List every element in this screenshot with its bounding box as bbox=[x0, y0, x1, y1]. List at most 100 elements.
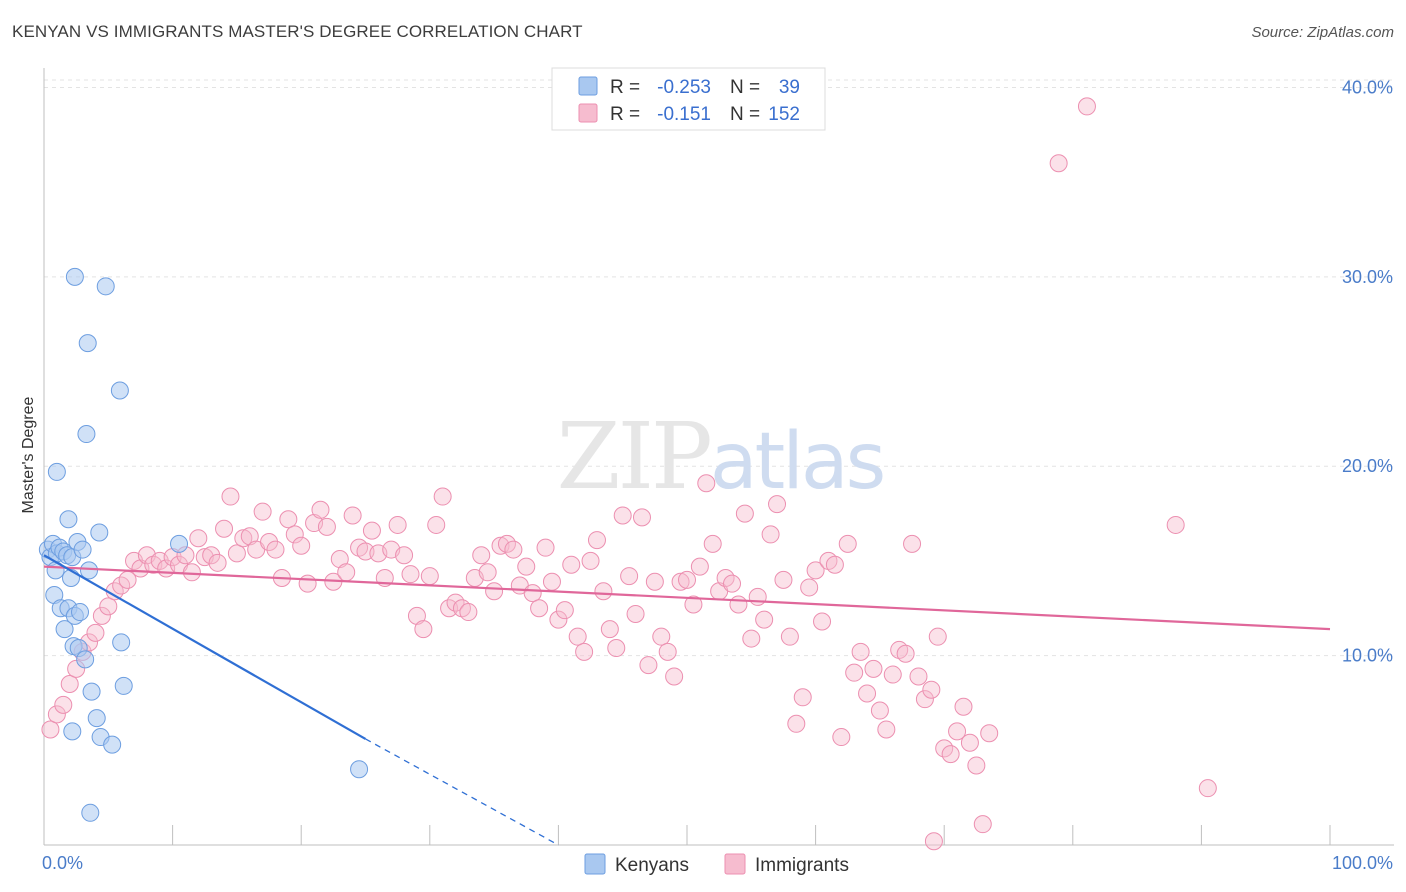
legend-r-label-immigrants: R = bbox=[610, 104, 640, 125]
immigrants-point-65 bbox=[459, 603, 478, 622]
kenyans-point-36 bbox=[65, 267, 84, 286]
immigrants-point-40 bbox=[298, 574, 317, 593]
immigrants-point-109 bbox=[742, 629, 761, 648]
immigrants-point-67 bbox=[472, 546, 491, 565]
immigrants-point-99 bbox=[678, 570, 696, 589]
kenyans-point-25 bbox=[82, 682, 101, 701]
immigrants-point-129 bbox=[870, 701, 889, 720]
immigrants-point-77 bbox=[536, 538, 555, 557]
y-tick-label-1: 20.0% bbox=[1342, 456, 1393, 476]
immigrants-point-86 bbox=[594, 582, 613, 601]
kenyans-point-35 bbox=[78, 334, 97, 353]
immigrants-point-125 bbox=[845, 663, 864, 682]
immigrants-point-78 bbox=[542, 572, 561, 591]
immigrants-point-43 bbox=[317, 517, 336, 536]
immigrants-point-81 bbox=[562, 555, 581, 574]
immigrants-point-22 bbox=[182, 563, 201, 582]
immigrants-point-143 bbox=[960, 733, 979, 752]
immigrants-point-46 bbox=[337, 563, 356, 582]
bottom-legend-swatch-kenyans[interactable] bbox=[584, 853, 606, 875]
immigrants-point-150 bbox=[1198, 779, 1217, 798]
watermark-zip: ZIP bbox=[557, 403, 710, 510]
immigrants-point-100 bbox=[684, 595, 703, 614]
kenyans-point-33 bbox=[77, 425, 96, 444]
y-tick-label-0: 10.0% bbox=[1342, 646, 1393, 666]
legend-swatch-kenyans bbox=[578, 76, 598, 96]
immigrants-point-97 bbox=[665, 667, 684, 686]
kenyans-point-32 bbox=[47, 462, 66, 481]
immigrants-point-50 bbox=[362, 521, 381, 540]
immigrants-point-131 bbox=[883, 665, 902, 684]
immigrants-point-103 bbox=[703, 534, 722, 553]
immigrants-point-128 bbox=[864, 659, 883, 678]
immigrants-point-31 bbox=[240, 527, 259, 546]
kenyans-point-12 bbox=[80, 561, 99, 580]
immigrants-point-92 bbox=[632, 508, 651, 527]
immigrants-point-140 bbox=[941, 745, 960, 764]
immigrants-point-29 bbox=[227, 544, 246, 563]
kenyans-point-27 bbox=[63, 722, 82, 741]
immigrants-point-87 bbox=[600, 620, 619, 639]
y-tick-label-3: 40.0% bbox=[1342, 77, 1393, 97]
immigrants-point-3 bbox=[60, 675, 79, 694]
immigrants-point-93 bbox=[639, 656, 658, 675]
immigrants-point-34 bbox=[260, 532, 279, 551]
kenyans-point-21 bbox=[71, 603, 90, 622]
bottom-legend: Kenyans Immigrants bbox=[584, 853, 849, 876]
immigrants-point-84 bbox=[581, 551, 600, 570]
immigrants-point-7 bbox=[86, 623, 105, 642]
immigrants-point-120 bbox=[813, 612, 832, 631]
immigrants-point-0 bbox=[41, 720, 60, 739]
bottom-legend-swatch-immigrants[interactable] bbox=[724, 853, 746, 875]
immigrants-point-23 bbox=[189, 529, 208, 548]
kenyans-point-14 bbox=[170, 534, 189, 553]
immigrants-point-55 bbox=[395, 546, 414, 565]
immigrants-point-101 bbox=[690, 557, 709, 576]
kenyans-point-26 bbox=[87, 709, 106, 728]
legend-r-value-kenyans: -0.253 bbox=[657, 77, 711, 98]
kenyans-point-17 bbox=[55, 620, 74, 639]
immigrants-point-144 bbox=[967, 756, 986, 775]
immigrants-point-142 bbox=[954, 697, 973, 716]
trend-lines bbox=[43, 554, 1331, 846]
immigrants-point-136 bbox=[915, 690, 934, 709]
immigrants-point-88 bbox=[607, 639, 626, 658]
immigrants-point-122 bbox=[825, 555, 844, 574]
immigrants-point-45 bbox=[330, 550, 349, 569]
immigrants-point-72 bbox=[504, 540, 523, 559]
legend-box: R = -0.253 N = 39 R = -0.151 N = 152 bbox=[551, 67, 826, 131]
immigrants-point-83 bbox=[575, 642, 594, 661]
kenyans-point-13 bbox=[90, 523, 109, 542]
legend-n-value-immigrants: 152 bbox=[768, 104, 800, 125]
immigrants-point-111 bbox=[755, 610, 774, 629]
immigrants-point-69 bbox=[485, 582, 504, 601]
immigrants-point-35 bbox=[266, 540, 285, 559]
kenyans-point-39 bbox=[350, 760, 369, 779]
watermark: ZIPatlas bbox=[557, 403, 884, 510]
immigrants-point-54 bbox=[388, 515, 407, 534]
axes bbox=[43, 68, 1394, 846]
immigrants-point-119 bbox=[806, 561, 825, 580]
immigrants-point-26 bbox=[208, 553, 227, 572]
immigrants-point-8 bbox=[92, 606, 111, 625]
kenyans-trend-extension bbox=[365, 738, 559, 846]
immigrants-point-74 bbox=[517, 557, 536, 576]
bottom-legend-label-kenyans[interactable]: Kenyans bbox=[615, 855, 689, 876]
immigrants-point-95 bbox=[652, 627, 671, 646]
immigrants-point-60 bbox=[427, 515, 446, 534]
kenyans-point-8 bbox=[59, 510, 78, 529]
immigrants-point-149 bbox=[1166, 515, 1185, 534]
immigrants-point-94 bbox=[645, 572, 664, 591]
y-tick-label-2: 30.0% bbox=[1342, 267, 1393, 287]
kenyans-point-19 bbox=[62, 568, 81, 587]
bottom-legend-label-immigrants[interactable]: Immigrants bbox=[755, 855, 849, 876]
immigrants-point-130 bbox=[877, 720, 896, 739]
kenyans-point-37 bbox=[96, 277, 115, 296]
immigrants-point-47 bbox=[343, 506, 362, 525]
immigrants-point-90 bbox=[620, 567, 639, 586]
immigrants-point-76 bbox=[530, 599, 549, 618]
immigrants-point-106 bbox=[723, 574, 742, 593]
immigrants-point-146 bbox=[980, 724, 999, 743]
legend-n-label-immigrants: N = bbox=[730, 104, 760, 125]
